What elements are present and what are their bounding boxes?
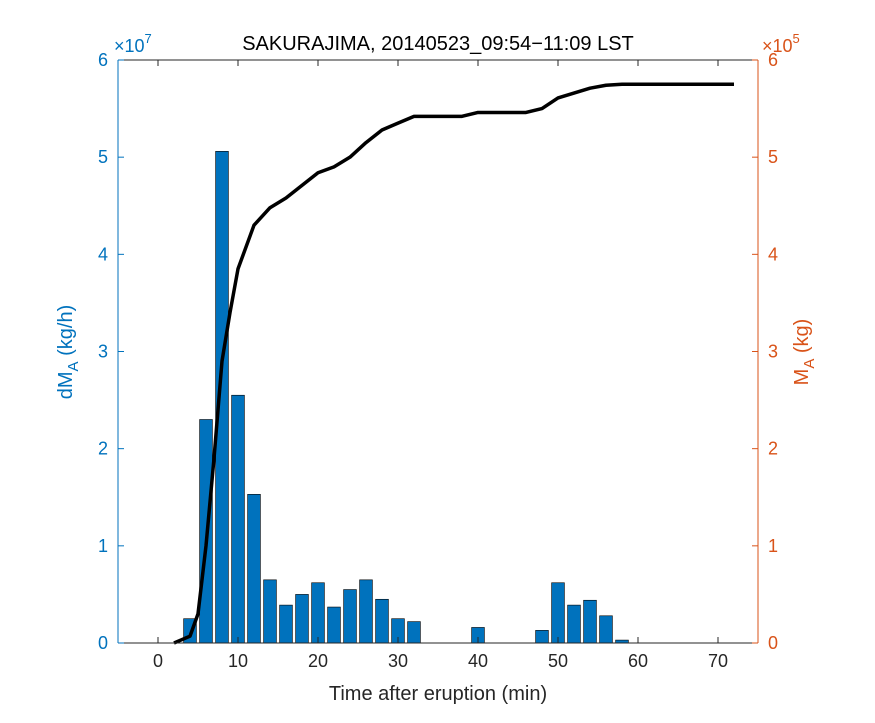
x-tick-label: 60 <box>628 651 648 671</box>
right-tick-label: 2 <box>768 439 778 459</box>
x-tick-label: 10 <box>228 651 248 671</box>
bar <box>247 494 261 644</box>
x-tick-label: 40 <box>468 651 488 671</box>
bar <box>599 615 613 644</box>
right-tick-label: 4 <box>768 244 778 264</box>
bar <box>327 606 341 644</box>
bar <box>279 604 293 644</box>
left-tick-label: 6 <box>98 50 108 70</box>
bar <box>375 598 389 644</box>
right-tick-label: 5 <box>768 147 778 167</box>
left-tick-label: 4 <box>98 244 108 264</box>
bar <box>583 599 597 644</box>
x-tick-label: 0 <box>153 651 163 671</box>
chart-title: SAKURAJIMA, 20140523_09:54−11:09 LST <box>242 33 634 55</box>
right-tick-label: 0 <box>768 633 778 653</box>
cumulative-mass-line <box>173 82 734 645</box>
bars-group <box>183 151 629 644</box>
bar <box>343 589 357 644</box>
x-tick-label: 20 <box>308 651 328 671</box>
right-tick-label: 6 <box>768 50 778 70</box>
bar <box>231 394 245 644</box>
bar <box>551 582 565 644</box>
right-tick-label: 3 <box>768 342 778 362</box>
x-tick-label: 30 <box>388 651 408 671</box>
bar <box>311 582 325 644</box>
left-tick-label: 3 <box>98 342 108 362</box>
cumulative-line-group <box>173 82 734 645</box>
left-exponent-label: ×107 <box>114 31 152 56</box>
plot-area <box>118 60 758 643</box>
x-tick-label: 50 <box>548 651 568 671</box>
bar <box>535 630 549 644</box>
right-y-axis-label: MA (kg) <box>791 319 818 386</box>
left-tick-label: 1 <box>98 536 108 556</box>
bar <box>359 579 373 644</box>
bar <box>407 621 421 644</box>
x-axis-label: Time after eruption (min) <box>329 683 547 705</box>
right-exponent-label: ×105 <box>762 31 800 56</box>
bar <box>295 594 309 644</box>
left-tick-label: 5 <box>98 147 108 167</box>
bar <box>567 604 581 644</box>
left-tick-label: 2 <box>98 439 108 459</box>
x-tick-label: 70 <box>708 651 728 671</box>
left-tick-label: 0 <box>98 633 108 653</box>
left-y-axis-label: dMA (kg/h) <box>55 305 82 400</box>
right-tick-label: 1 <box>768 536 778 556</box>
bar <box>263 579 277 644</box>
